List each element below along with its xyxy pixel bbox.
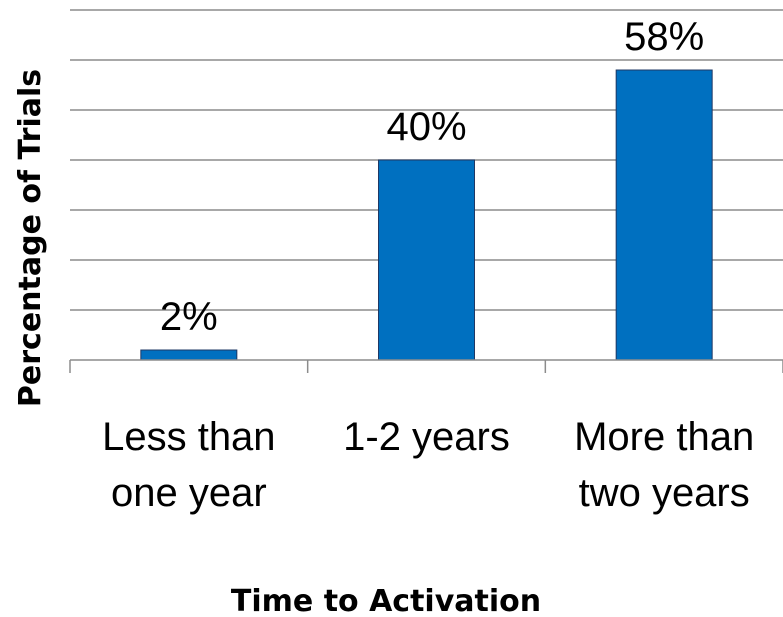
bar [615,69,713,361]
tick-label-line: 1-2 years [343,415,510,459]
tick-label: 1-2 years [343,415,510,459]
bar [140,349,238,361]
x-axis [69,359,783,373]
tick-label: More than two years [574,415,754,515]
data-label: 58% [624,15,704,59]
category-labels: Less than one year 1-2 years More than two y… [102,415,754,515]
y-axis-title: Percentage of Trials [13,69,48,407]
bar [378,159,475,361]
bars [140,69,713,361]
tick-label-line: one year [111,471,267,515]
tick-label-line: two years [579,471,750,515]
value-labels: 2% 40% 58% [160,15,704,339]
tick-label-line: Less than [102,415,275,459]
tick-label: Less than one year [102,415,275,515]
x-axis-title: Time to Activation [231,584,541,617]
data-label: 2% [160,295,218,339]
data-label: 40% [386,105,466,149]
tick-label-line: More than [574,415,754,459]
